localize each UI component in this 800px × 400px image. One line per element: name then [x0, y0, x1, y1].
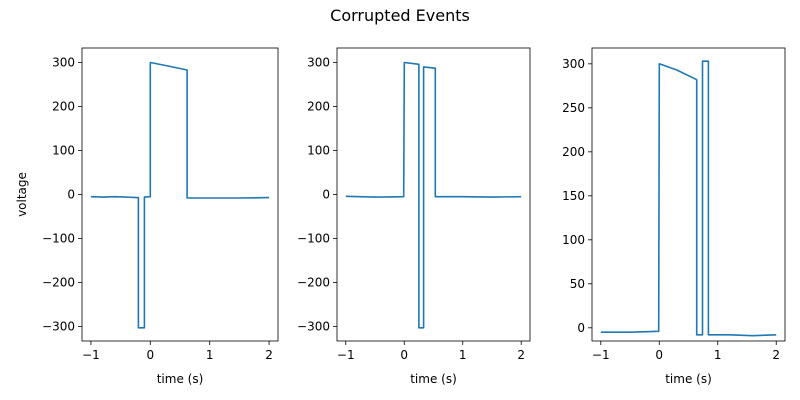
x-tick-label-2-4: 2: [517, 348, 525, 362]
x-axis-label-1: time (s): [157, 372, 204, 386]
y-tick-label-1-2: −200: [42, 275, 75, 289]
x-tick-label-1-2: 0: [146, 348, 154, 362]
y-tick-label-1-7: 300: [52, 56, 75, 70]
y-tick-label-1-6: 200: [52, 100, 75, 114]
y-tick-label-1-3: −100: [42, 231, 75, 245]
axes-frame-2: [336, 47, 531, 342]
x-tick-label-1-3: 1: [206, 348, 214, 362]
series-line-1-1: [90, 61, 270, 329]
y-tick-label-2-7: 300: [307, 56, 330, 70]
x-tick-label-3-4: 2: [772, 348, 780, 362]
y-tick-label-1-5: 100: [52, 144, 75, 158]
y-tick-label-2-6: 200: [307, 100, 330, 114]
axes-frame-1: [81, 47, 279, 342]
y-tick-label-3-6: 250: [562, 101, 585, 115]
y-tick-label-3-1: 0: [577, 321, 585, 335]
y-tick-label-3-4: 150: [562, 189, 585, 203]
y-tick-label-2-2: −200: [297, 275, 330, 289]
axes-frame-3: [591, 47, 786, 342]
y-tick-label-2-4: 0: [322, 188, 330, 202]
y-tick-label-3-7: 300: [562, 57, 585, 71]
x-tick-label-3-2: 0: [655, 348, 663, 362]
y-tick-label-2-1: −300: [297, 319, 330, 333]
series-line-2-1: [345, 61, 522, 329]
x-tick-label-2-3: 1: [459, 348, 467, 362]
y-tick-label-2-5: 100: [307, 144, 330, 158]
series-line-3-1: [600, 60, 777, 337]
y-tick-label-3-5: 200: [562, 145, 585, 159]
x-tick-label-2-2: 0: [400, 348, 408, 362]
figure-title: Corrupted Events: [330, 6, 470, 25]
y-tick-label-1-1: −300: [42, 319, 75, 333]
y-tick-label-2-3: −100: [297, 231, 330, 245]
y-tick-label-1-4: 0: [67, 188, 75, 202]
x-tick-label-3-3: 1: [714, 348, 722, 362]
x-axis-label-2: time (s): [410, 372, 457, 386]
y-tick-label-3-2: 50: [570, 277, 585, 291]
x-tick-label-3-1: −1: [592, 348, 610, 362]
x-tick-label-1-4: 2: [265, 348, 273, 362]
x-tick-label-1-1: −1: [82, 348, 100, 362]
x-axis-label-3: time (s): [665, 372, 712, 386]
y-tick-label-3-3: 100: [562, 233, 585, 247]
y-axis-label-1: voltage: [15, 172, 29, 217]
x-tick-label-2-1: −1: [337, 348, 355, 362]
